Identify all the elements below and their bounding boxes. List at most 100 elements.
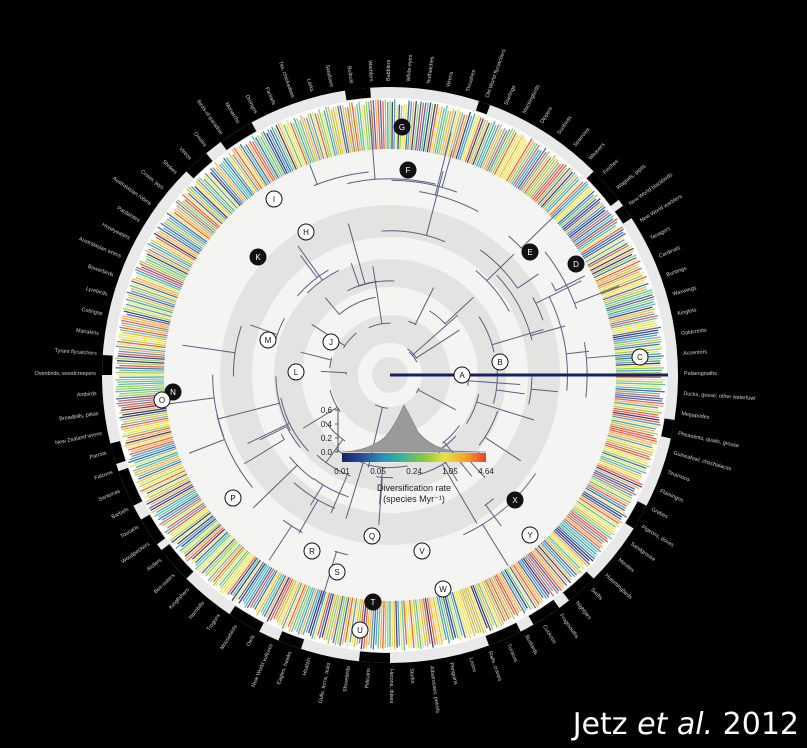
- clade-label: Lyrebirds: [85, 286, 108, 298]
- tip-branch: [598, 442, 651, 461]
- tip-branch: [463, 118, 484, 172]
- clade-label: Vireos: [178, 146, 193, 161]
- clade-marker-y: Y: [521, 526, 539, 544]
- branch-arc: [484, 498, 494, 506]
- clade-label: Seriemas: [98, 488, 122, 503]
- clade-label: Loons: [467, 657, 477, 673]
- clade-label: Flamingos: [659, 488, 684, 504]
- branch-arc: [478, 316, 495, 353]
- clade-label: Turacos: [505, 643, 518, 663]
- clade-label: Broadbills, pittas: [59, 411, 99, 422]
- svg-text:E: E: [527, 248, 532, 257]
- branch-arc: [466, 393, 480, 424]
- branch-arc: [374, 404, 388, 409]
- clade-marker-k: K: [249, 248, 267, 266]
- clade-marker-d: D: [567, 255, 585, 273]
- clade-label: Swifts: [589, 587, 603, 602]
- svg-text:A: A: [459, 371, 465, 380]
- clade-label: Australasian wrens: [78, 236, 122, 260]
- branch-arc: [232, 325, 242, 377]
- clade-label: Toucans: [120, 524, 141, 540]
- band-segment: [358, 651, 390, 663]
- svg-text:K: K: [255, 253, 261, 262]
- inset-x-tick-label: 4.64: [478, 467, 494, 476]
- branch-arc: [366, 464, 408, 469]
- inset-y-tick-label: 0.0: [321, 448, 333, 457]
- band-segment: [485, 622, 521, 646]
- branch-radial: [300, 351, 332, 361]
- clade-marker-w: W: [434, 580, 452, 598]
- branch-radial: [189, 439, 225, 454]
- clade-marker-f: F: [399, 161, 417, 179]
- tip-branch: [602, 429, 658, 445]
- branch-radial: [574, 285, 620, 304]
- branch-radial: [218, 402, 280, 420]
- branch-radial: [441, 150, 453, 188]
- clade-label: Tits, chickadees: [277, 60, 296, 99]
- branch-radial: [350, 263, 360, 286]
- clade-marker-h: H: [297, 223, 315, 241]
- rate-density-curve: [341, 404, 487, 453]
- branch-radial: [531, 388, 558, 393]
- clade-band-segments: [102, 87, 675, 663]
- band-segment: [140, 514, 166, 545]
- branch-radial: [298, 499, 319, 534]
- branch-radial: [486, 253, 515, 282]
- tip-branch: [144, 249, 197, 277]
- clade-marker-i: I: [265, 190, 283, 208]
- citation-author: Jetz: [572, 707, 628, 742]
- branch-radial: [268, 525, 292, 561]
- clade-label: Weavers: [588, 142, 607, 162]
- branch-arc: [415, 387, 420, 394]
- branch-radial: [325, 439, 344, 464]
- branch-radial: [330, 474, 348, 514]
- svg-text:U: U: [357, 626, 363, 635]
- tip-branch: [584, 253, 633, 279]
- clade-label: Larks: [305, 78, 314, 93]
- band-segment: [110, 441, 126, 464]
- clade-label: Frogmouths: [558, 613, 580, 640]
- clade-label: Finches: [602, 158, 620, 175]
- clade-label: Bowerbirds: [87, 264, 115, 279]
- tip-branch: [570, 494, 620, 528]
- branch-radial: [417, 389, 456, 411]
- band-segment: [661, 418, 675, 439]
- branch-radial: [259, 426, 287, 441]
- clade-label: Starlings: [503, 84, 517, 106]
- clade-label: Parrots: [89, 450, 108, 461]
- branch-radial: [379, 467, 384, 505]
- rate-colorbar: [342, 453, 486, 462]
- clade-label: Owls: [246, 634, 257, 648]
- branch-arc: [338, 296, 376, 315]
- clade-label: Dippers: [539, 106, 554, 125]
- branch-radial: [369, 110, 376, 180]
- clade-label: Trogons: [206, 613, 222, 633]
- branch-radial: [310, 484, 324, 506]
- branch-radial: [320, 551, 337, 605]
- clade-label: Woodpeckers: [121, 541, 152, 565]
- clade-label: New World vultures: [251, 643, 275, 688]
- branch-radial: [182, 344, 236, 354]
- clade-label: Penguins: [448, 662, 459, 686]
- band-segment: [102, 354, 113, 375]
- svg-text:T: T: [371, 598, 376, 607]
- band-segment: [475, 101, 491, 115]
- clade-marker-r: R: [303, 542, 321, 560]
- clade-label: Shrikes: [161, 159, 178, 176]
- band-segment: [161, 544, 194, 579]
- branch-radial: [484, 436, 521, 462]
- branch-radial: [300, 255, 318, 278]
- branch-radial: [535, 280, 582, 304]
- branch-arc: [329, 357, 333, 369]
- branch-radial: [444, 296, 474, 325]
- clade-marker-o: O: [153, 391, 171, 409]
- clade-label: Albatrosses, petrels: [428, 666, 440, 714]
- branch-radial: [247, 422, 290, 445]
- clade-label: Pelicans: [365, 668, 372, 689]
- inset-y-tick-label: 0.6: [321, 406, 333, 415]
- svg-text:H: H: [303, 228, 309, 237]
- branch-radial: [345, 462, 364, 519]
- tip-branch: [410, 101, 418, 157]
- branch-arc: [548, 296, 568, 391]
- clade-label: Mousebirds: [219, 624, 239, 651]
